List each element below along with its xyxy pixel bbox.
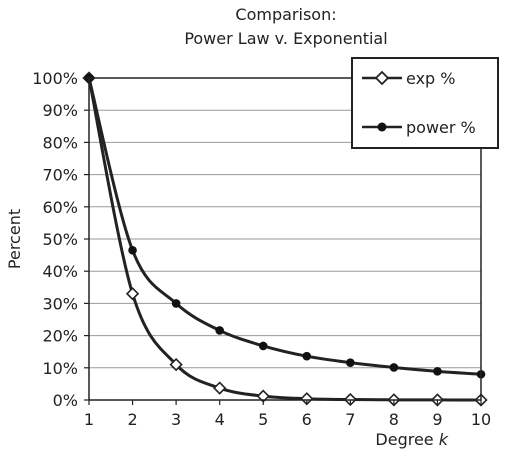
y-tick-label: 90%	[42, 101, 78, 120]
y-tick-label: 40%	[42, 262, 78, 281]
power-point	[215, 326, 224, 335]
y-tick-label: 100%	[32, 69, 78, 88]
x-axis-label: Degree k	[375, 430, 448, 449]
legend-power-marker	[378, 123, 387, 132]
y-axis-ticks: 0% 10% 20% 30% 40% 50% 60% 70% 80% 90% 100%	[32, 69, 89, 410]
x-tick-label: 1	[84, 410, 94, 429]
power-point	[259, 342, 268, 351]
chart-title-line-2: Power Law v. Exponential	[184, 29, 387, 48]
power-point	[433, 367, 442, 376]
legend-exp-label: exp %	[406, 69, 455, 88]
x-axis-ticks: 1 2 3 4 5 6 7 8 9 10	[84, 400, 491, 429]
chart-title-line-1: Comparison:	[235, 5, 336, 24]
power-point	[390, 363, 399, 372]
power-point	[128, 246, 137, 255]
x-tick-label: 8	[389, 410, 399, 429]
x-tick-label: 7	[345, 410, 355, 429]
y-tick-label: 60%	[42, 198, 78, 217]
legend-power-label: power %	[406, 118, 476, 137]
power-point	[172, 299, 181, 308]
x-tick-label: 5	[258, 410, 268, 429]
y-tick-label: 70%	[42, 166, 78, 185]
y-tick-label: 20%	[42, 327, 78, 346]
x-tick-label: 9	[432, 410, 442, 429]
y-tick-label: 0%	[53, 391, 78, 410]
y-tick-label: 50%	[42, 230, 78, 249]
legend: exp % power %	[352, 58, 498, 148]
y-tick-label: 30%	[42, 294, 78, 313]
y-tick-label: 80%	[42, 133, 78, 152]
x-tick-label: 10	[471, 410, 491, 429]
power-point	[346, 358, 355, 367]
x-axis-label-var: k	[439, 430, 449, 449]
exp-point	[214, 383, 225, 394]
x-tick-label: 2	[127, 410, 137, 429]
exp-point	[127, 288, 138, 299]
x-tick-label: 4	[215, 410, 225, 429]
x-axis-label-text: Degree	[375, 430, 433, 449]
x-tick-label: 3	[171, 410, 181, 429]
y-axis-label: Percent	[5, 209, 24, 269]
x-tick-label: 6	[302, 410, 312, 429]
y-tick-label: 10%	[42, 359, 78, 378]
power-point	[302, 352, 311, 361]
